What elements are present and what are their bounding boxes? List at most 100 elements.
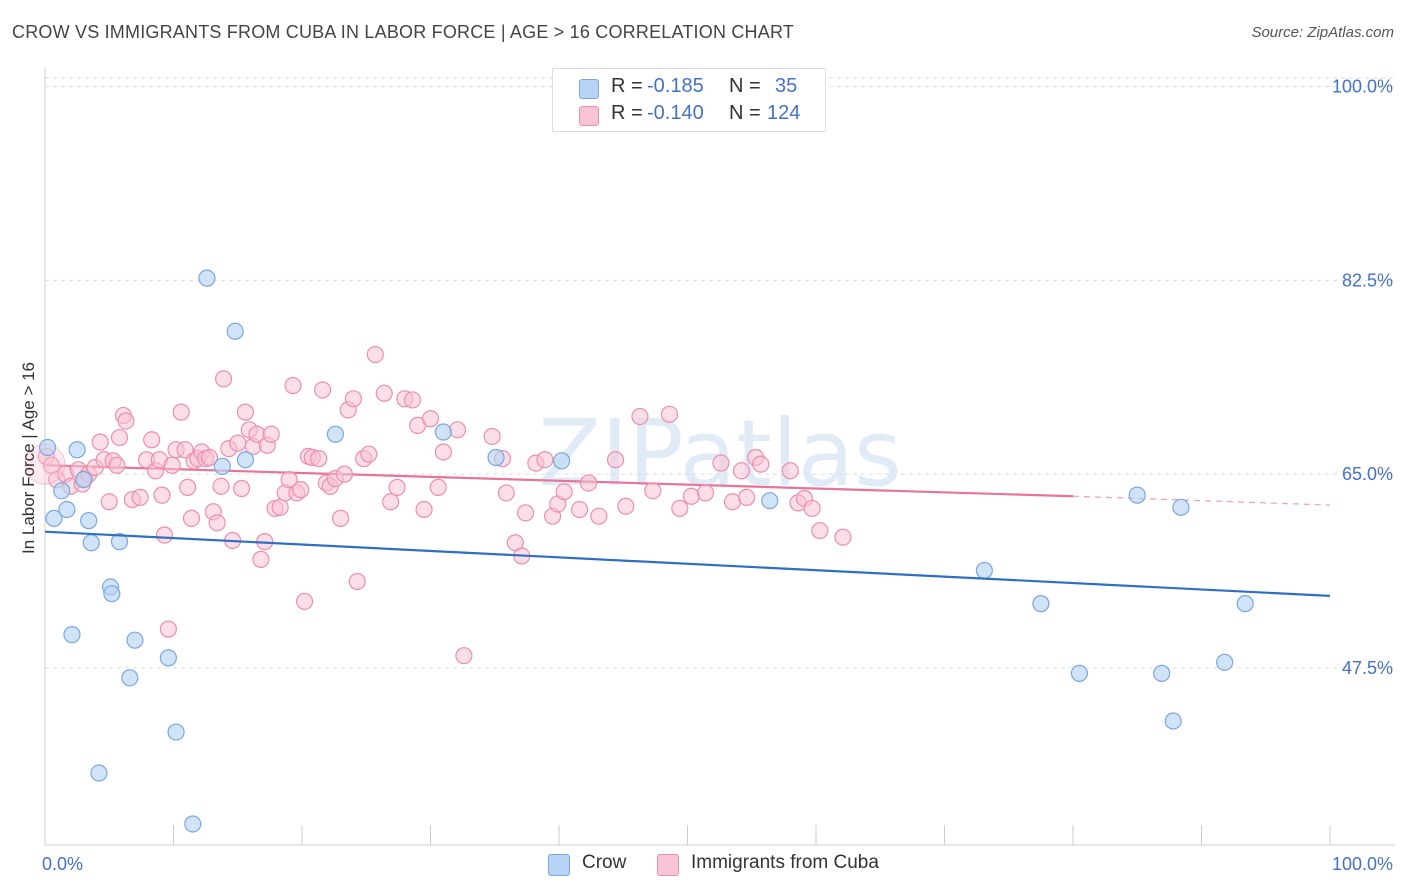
cuba-point: [671, 499, 689, 518]
cuba-point: [579, 474, 598, 492]
cuba-point: [182, 509, 201, 527]
crow-point: [82, 534, 100, 552]
crow-point: [198, 269, 216, 287]
cuba-point: [366, 345, 384, 364]
crow-point: [45, 509, 63, 527]
watermark: ZIPatlas: [538, 400, 902, 507]
crow-point: [184, 815, 202, 833]
cuba-point: [555, 483, 573, 501]
crow-point: [236, 451, 255, 469]
bottom-legend: Crow Immigrants from Cuba: [0, 852, 1406, 878]
legend-crow-n-value: 35: [775, 75, 798, 97]
crow-point: [68, 441, 86, 459]
cuba-point: [660, 405, 679, 423]
cuba-point: [172, 403, 190, 421]
cuba-point: [176, 441, 194, 459]
crow-point: [1128, 486, 1146, 504]
crow-point: [226, 322, 244, 340]
crow-point: [1172, 498, 1190, 516]
cuba-point: [200, 448, 219, 467]
legend-crow-n-label: N =: [729, 75, 761, 97]
cuba-point: [483, 427, 501, 446]
cuba-point: [91, 433, 109, 451]
cuba-point: [155, 526, 174, 544]
chart-title: CROW VS IMMIGRANTS FROM CUBA IN LABOR FO…: [12, 22, 795, 42]
cuba-point: [295, 592, 314, 611]
cuba-point: [590, 507, 608, 525]
legend-cuba-n-value: 124: [767, 102, 801, 124]
crow-point: [1164, 712, 1182, 730]
cuba-point: [497, 484, 515, 502]
y-tick-label: 100.0%: [1332, 77, 1393, 97]
cuba-point: [455, 647, 473, 665]
crow-point: [1153, 664, 1171, 682]
crow-point: [80, 512, 98, 530]
cuba-point: [284, 376, 302, 395]
cuba-point: [723, 493, 742, 511]
crow-point: [487, 448, 505, 467]
cuba-point: [434, 443, 452, 461]
crow-point: [434, 423, 452, 441]
chart-source: Source: ZipAtlas.com: [1251, 24, 1394, 41]
crow-point: [159, 649, 177, 667]
crow-swatch: [579, 79, 599, 99]
x-tick-label-min: 0.0%: [42, 854, 83, 874]
legend-row-cuba: R = -0.140 N = 124: [553, 102, 825, 128]
cuba-point: [100, 493, 118, 511]
cuba-trend-extension: [1072, 495, 1331, 506]
bottom-legend-crow-swatch: [548, 854, 570, 876]
cuba-swatch: [579, 106, 599, 126]
cuba-point: [208, 514, 226, 532]
cuba-point: [110, 428, 129, 447]
crow-point: [167, 723, 185, 741]
cuba-point: [403, 391, 422, 409]
cuba-point: [344, 390, 362, 408]
crow-point: [1216, 653, 1234, 671]
cuba-point: [388, 478, 406, 496]
cuba-point: [834, 528, 852, 546]
y-axis-title: In Labor Force | Age > 16: [19, 362, 38, 554]
cuba-point: [252, 550, 270, 568]
bottom-legend-crow-label: Crow: [582, 852, 627, 873]
cuba-point: [448, 421, 467, 439]
cuba-point: [117, 412, 135, 430]
cuba-point: [212, 477, 230, 495]
crow-point: [63, 626, 81, 644]
cuba-point: [752, 455, 770, 473]
crow-trend-line: [44, 530, 1331, 597]
crow-point: [110, 533, 129, 551]
cuba-point: [271, 498, 289, 516]
cuba-point: [803, 499, 821, 518]
crow-point: [103, 585, 121, 603]
cuba-point: [781, 462, 799, 480]
cuba-point: [811, 521, 829, 540]
y-tick-label: 82.5%: [1342, 270, 1393, 290]
cuba-point: [292, 481, 310, 499]
cuba-point: [375, 384, 393, 402]
cuba-point: [738, 488, 756, 506]
cuba-point: [421, 410, 440, 428]
crow-point: [58, 500, 76, 519]
cuba-point: [516, 504, 535, 522]
cuba-point: [682, 487, 700, 505]
cuba-point: [382, 493, 400, 511]
crow-point: [126, 631, 144, 649]
y-tick-label: 65.0%: [1342, 464, 1393, 484]
cuba-point: [143, 431, 161, 449]
cuba-point: [429, 478, 447, 496]
cuba-point: [331, 509, 350, 527]
cuba-point: [313, 381, 332, 399]
crow-point: [1236, 595, 1254, 613]
cuba-point: [360, 445, 378, 463]
crow-point: [53, 482, 71, 500]
crow-point: [90, 764, 108, 782]
cuba-point: [536, 451, 554, 469]
crow-point: [761, 492, 779, 510]
cuba-point: [310, 450, 328, 468]
cuba-point: [631, 407, 649, 426]
cuba-point: [335, 465, 354, 483]
crow-point: [975, 561, 993, 580]
cuba-point: [570, 500, 589, 519]
cuba-point: [262, 425, 280, 443]
crow-point: [74, 471, 93, 489]
